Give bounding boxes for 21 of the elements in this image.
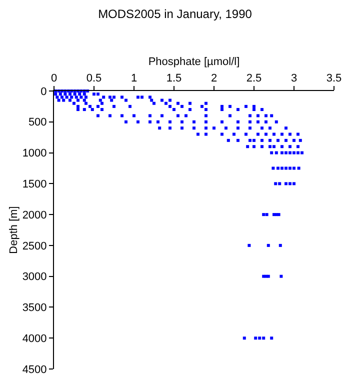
x-tick-label: 3.5	[326, 72, 342, 85]
x-axis-title: Phosphate [µmol/l]	[148, 56, 240, 68]
y-tick-label: 3000	[22, 271, 47, 284]
y-tick-label: 2500	[22, 240, 47, 252]
y-tick-label: 2000	[22, 209, 47, 222]
x-tick-label: 0	[50, 72, 58, 85]
x-tick-label: 2	[210, 72, 218, 85]
y-tick-label: 4000	[22, 332, 47, 345]
y-tick-label: 4500	[22, 364, 47, 376]
x-tick-label: 0.5	[86, 72, 102, 85]
x-tick-label: 2.5	[246, 72, 262, 85]
x-tick-label: 1	[130, 72, 138, 85]
y-tick-label: 0	[40, 86, 47, 98]
y-tick-label: 1500	[22, 178, 47, 191]
y-tick-label: 500	[28, 116, 47, 129]
x-tick-label: 1.5	[166, 72, 182, 85]
x-tick-label: 3	[290, 72, 298, 85]
y-axis-title: Depth [m]	[8, 206, 20, 254]
y-tick-label: 3500	[22, 302, 47, 314]
chart-title: MODS2005 in January, 1990	[98, 7, 252, 21]
y-tick-label: 1000	[22, 148, 47, 160]
